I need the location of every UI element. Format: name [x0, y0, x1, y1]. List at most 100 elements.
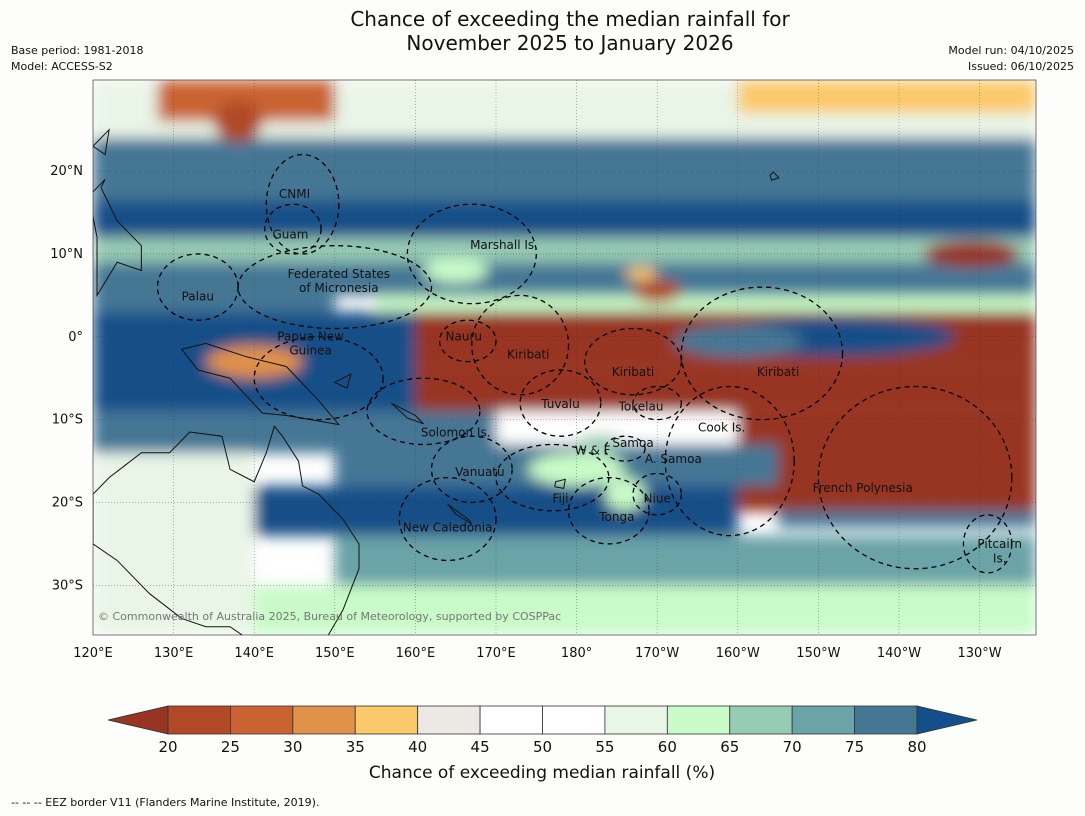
eez-boundary [604, 435, 646, 462]
field-band [254, 585, 1036, 635]
region-label: Nauru [446, 329, 482, 343]
field-band [334, 535, 1036, 586]
title-line-1: Chance of exceeding the median rainfall … [350, 7, 790, 31]
colorbar-swatch [479, 705, 543, 735]
colorbar-high-arrow [916, 705, 978, 735]
region-label: French Polynesia [813, 481, 913, 495]
eez-boundary [406, 203, 537, 305]
colorbar-tick-label: 45 [471, 738, 490, 756]
region-label: Pitcairn [977, 537, 1022, 551]
eez-boundary [567, 476, 650, 545]
colorbar-tick-label: 20 [158, 738, 177, 756]
meta-right: Model run: 04/10/2025 Issued: 06/10/2025 [948, 43, 1074, 75]
region-label: Marshall Is. [470, 238, 538, 252]
colorbar-tick-label: 70 [783, 738, 802, 756]
field-band [93, 200, 1036, 238]
colorbar-swatch [292, 705, 356, 735]
colorbar-swatch [230, 705, 294, 735]
eez-boundary [632, 385, 683, 421]
philippines-coast [93, 179, 142, 298]
eez-boundary [253, 336, 384, 421]
meta-left: Base period: 1981-2018 Model: ACCESS-S2 [11, 43, 143, 75]
eez-boundary [471, 294, 570, 396]
colorbar-tick-label: 65 [720, 738, 739, 756]
eez-boundary [817, 385, 1013, 570]
region-label: Kiribati [612, 365, 654, 379]
colorbar-swatch [854, 705, 918, 735]
field-band [375, 295, 1036, 312]
x-tick-label: 170°W [635, 646, 679, 661]
region-label: Samoa [612, 436, 653, 450]
australia-coast [93, 425, 360, 635]
field-patch [604, 477, 646, 511]
solomon-coast [390, 402, 424, 425]
region-label: CNMI [279, 187, 310, 201]
graticule [93, 80, 1036, 635]
field-band [93, 262, 335, 312]
field-patch [923, 240, 1020, 268]
region-label: of Micronesia [299, 281, 379, 295]
x-tick-label: 140°W [877, 646, 921, 661]
x-tick-label: 160°W [716, 646, 760, 661]
colorbar-title: Chance of exceeding median rainfall (%) [369, 763, 715, 783]
eez-boundary [398, 476, 497, 562]
field-patch [576, 434, 625, 455]
colorbar-tick-label: 30 [283, 738, 302, 756]
fiji-coast [554, 478, 566, 489]
region-label: Palau [182, 290, 214, 304]
region-label: Is. [993, 551, 1007, 565]
taiwan-coast [93, 128, 110, 156]
field-band [415, 365, 617, 412]
eez-boundary [664, 385, 795, 537]
field-band [737, 80, 1036, 114]
map-border [92, 79, 1037, 636]
x-tick-label: 160°E [396, 646, 436, 661]
colorbar-tick-label: 80 [907, 738, 926, 756]
new-guinea-coast [180, 342, 341, 426]
chart-title: Chance of exceeding the median rainfall … [0, 7, 1085, 55]
base-period: Base period: 1981-2018 [11, 44, 144, 57]
region-label: W & F [575, 444, 611, 458]
region-label: Vanuatu [455, 465, 505, 479]
eez-boundary [680, 286, 844, 421]
region-label: Papua New [277, 329, 344, 343]
probability-field [93, 80, 1036, 635]
region-label: Tonga [598, 510, 634, 524]
field-patch [673, 324, 803, 358]
region-label: New Caledonia [403, 521, 493, 535]
field-band [737, 411, 1036, 511]
colorbar-swatch [729, 705, 793, 735]
colorbar-tick-label: 40 [408, 738, 427, 756]
field-band [93, 237, 1036, 263]
eez-boundary [438, 319, 497, 363]
x-tick-label: 170°E [476, 646, 516, 661]
new-britain-coast [333, 373, 352, 389]
x-tick-label: 180° [561, 646, 592, 661]
model-run: Model run: 04/10/2025 [948, 44, 1074, 57]
colorbar-tick-label: 25 [221, 738, 240, 756]
colorbar-swatch [791, 705, 855, 735]
eez-boundary [156, 253, 239, 321]
colorbar-swatch [167, 705, 231, 735]
x-tick-label: 150°E [315, 646, 355, 661]
eez-boundary [265, 153, 340, 255]
colorbar: 20 25 30 35 40 45 50 55 60 65 70 75 80 [107, 705, 978, 756]
eez-borders [156, 153, 1013, 574]
eez-boundary [583, 327, 683, 396]
eez-boundary [519, 369, 602, 437]
region-label: Kiribati [757, 365, 799, 379]
colorbar-tick-label: 35 [346, 738, 365, 756]
model-name: Model: ACCESS-S2 [11, 60, 113, 73]
region-label: Guinea [289, 343, 332, 357]
hawaii-coast [769, 171, 780, 181]
x-tick-label: 140°E [234, 646, 274, 661]
eez-boundary [430, 435, 513, 504]
y-tick-label: 10°S [52, 413, 83, 428]
copyright-credit: © Commonwealth of Australia 2025, Bureau… [98, 610, 561, 623]
field-band [93, 137, 1036, 201]
colorbar-swatch [542, 705, 606, 735]
region-label: Guam [272, 227, 308, 241]
field-patch [423, 258, 488, 283]
